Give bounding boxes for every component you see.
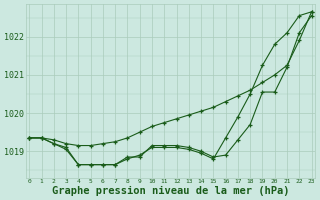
X-axis label: Graphe pression niveau de la mer (hPa): Graphe pression niveau de la mer (hPa) [52, 186, 289, 196]
